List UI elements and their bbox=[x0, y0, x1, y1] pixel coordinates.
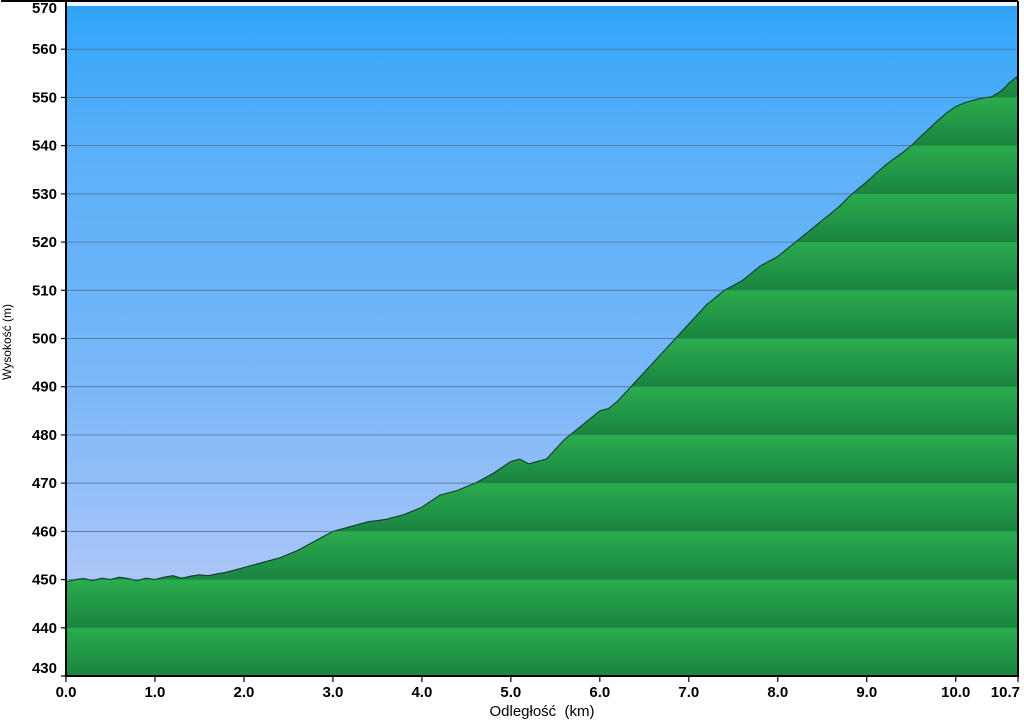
svg-text:520: 520 bbox=[32, 234, 57, 251]
svg-text:470: 470 bbox=[32, 475, 57, 492]
svg-text:440: 440 bbox=[32, 620, 57, 637]
svg-text:450: 450 bbox=[32, 572, 57, 589]
svg-text:570: 570 bbox=[32, 0, 57, 17]
svg-text:5.0: 5.0 bbox=[500, 684, 521, 701]
svg-text:500: 500 bbox=[32, 331, 57, 348]
svg-text:530: 530 bbox=[32, 186, 57, 203]
svg-text:560: 560 bbox=[32, 41, 57, 58]
svg-text:8.0: 8.0 bbox=[767, 684, 788, 701]
svg-text:7.0: 7.0 bbox=[678, 684, 699, 701]
svg-text:460: 460 bbox=[32, 523, 57, 540]
svg-text:540: 540 bbox=[32, 138, 57, 155]
svg-text:510: 510 bbox=[32, 282, 57, 299]
svg-text:Odległość (km): Odległość (km) bbox=[489, 703, 594, 720]
svg-text:2.0: 2.0 bbox=[234, 684, 255, 701]
svg-text:10.0: 10.0 bbox=[941, 684, 970, 701]
svg-text:480: 480 bbox=[32, 427, 57, 444]
svg-text:550: 550 bbox=[32, 89, 57, 106]
svg-text:490: 490 bbox=[32, 379, 57, 396]
svg-text:1.0: 1.0 bbox=[145, 684, 166, 701]
svg-text:10.7: 10.7 bbox=[991, 684, 1020, 701]
svg-text:Wysokość (m): Wysokość (m) bbox=[0, 304, 14, 380]
svg-text:9.0: 9.0 bbox=[856, 684, 877, 701]
svg-text:0.0: 0.0 bbox=[56, 684, 77, 701]
svg-text:430: 430 bbox=[32, 660, 57, 677]
svg-text:4.0: 4.0 bbox=[411, 684, 432, 701]
svg-text:6.0: 6.0 bbox=[589, 684, 610, 701]
svg-text:3.0: 3.0 bbox=[322, 684, 343, 701]
